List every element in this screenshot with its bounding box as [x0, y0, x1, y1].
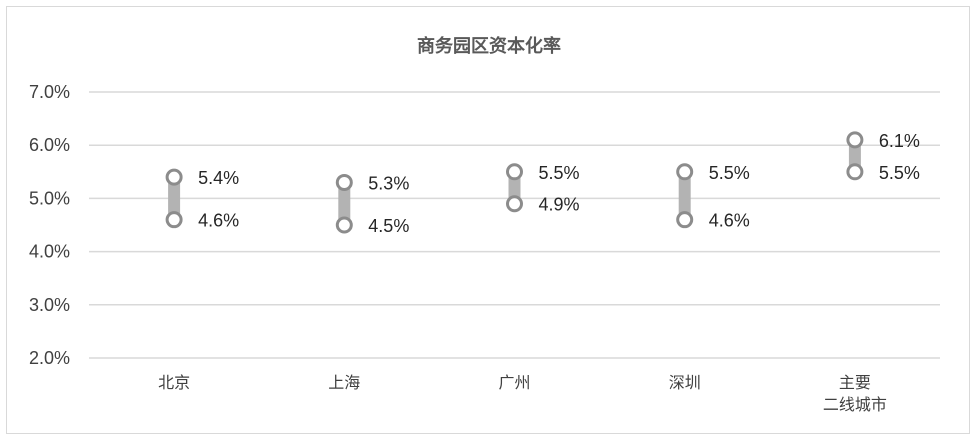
high-marker [676, 163, 694, 181]
range-bar [168, 177, 181, 220]
range-bar [678, 171, 691, 220]
high-marker [846, 131, 864, 149]
high-marker [506, 163, 523, 181]
data-label: 5.5% [709, 163, 750, 183]
chart-title: 商务园区资本化率 [417, 35, 561, 56]
range-bar [508, 171, 521, 204]
data-label: 5.5% [879, 163, 920, 183]
x-tick-label: 北京 [158, 374, 190, 392]
range-bar [338, 182, 351, 225]
low-marker [506, 195, 523, 213]
data-label: 5.3% [368, 173, 409, 193]
y-tick-label: 3.0% [29, 295, 70, 315]
y-tick-label: 4.0% [29, 242, 70, 262]
x-tick-label: 广州 [498, 374, 530, 392]
low-marker [846, 163, 864, 181]
y-tick-label: 7.0% [29, 82, 70, 102]
x-tick-label: 二线城市 [823, 396, 887, 414]
chart-frame [6, 6, 970, 434]
x-tick-label: 主要 [839, 374, 871, 392]
low-marker [165, 211, 183, 229]
x-tick-label: 上海 [328, 374, 360, 392]
y-tick-label: 6.0% [29, 135, 70, 155]
low-marker [676, 211, 694, 229]
high-marker [165, 168, 183, 186]
data-label: 4.6% [709, 211, 750, 231]
x-tick-label: 深圳 [669, 374, 701, 392]
low-marker [335, 216, 353, 234]
data-label: 4.6% [198, 211, 239, 231]
data-label: 4.5% [368, 216, 409, 236]
data-label: 5.5% [539, 163, 580, 183]
high-marker [335, 173, 353, 191]
y-tick-label: 5.0% [29, 188, 70, 208]
data-label: 4.9% [539, 195, 580, 215]
range-bar [848, 139, 861, 172]
y-tick-label: 2.0% [29, 348, 70, 368]
data-label: 6.1% [879, 131, 920, 151]
data-label: 5.4% [198, 168, 239, 188]
